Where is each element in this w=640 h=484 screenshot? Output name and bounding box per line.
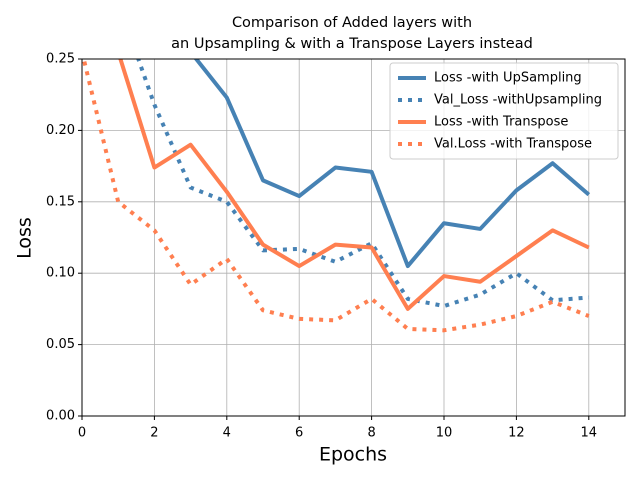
legend: Loss -with UpSampling Val_Loss -withUpsam… [389,62,619,160]
data-line [82,59,590,333]
y-tick-label: 0.10 [46,266,75,281]
x-tick-label: 14 [581,426,598,441]
chart-title: Comparison of Added layers with [232,15,472,31]
legend-label: Loss -with Transpose [434,115,568,130]
y-tick-label: 0.05 [46,337,75,352]
y-tick-label: 0.20 [46,123,75,138]
chart-title: an Upsampling & with a Transpose Layers … [171,36,533,52]
data-line [118,59,590,311]
y-tick-label: 0.15 [46,194,75,209]
x-tick-label: 10 [436,426,453,441]
legend-label: Loss -with UpSampling [434,71,582,86]
plot-area [82,59,591,333]
x-tick-label: 8 [367,426,375,441]
legend-box [389,62,619,160]
x-tick-label: 6 [295,426,303,441]
data-line [193,59,591,269]
y-axis-label: Loss [14,217,36,259]
data-line [136,59,589,309]
y-tick-label: 0.00 [46,409,75,424]
axes-frame [81,58,626,417]
x-tick-label: 4 [223,426,231,441]
x-tick-label: 0 [78,426,86,441]
x-tick-label: 2 [150,426,158,441]
legend-label: Val.Loss -with Transpose [434,137,592,152]
y-tick-label: 0.25 [46,52,75,67]
legend-label: Val_Loss -withUpsampling [434,93,602,108]
x-axis-label: Epochs [319,444,387,466]
x-tick-label: 12 [508,426,525,441]
